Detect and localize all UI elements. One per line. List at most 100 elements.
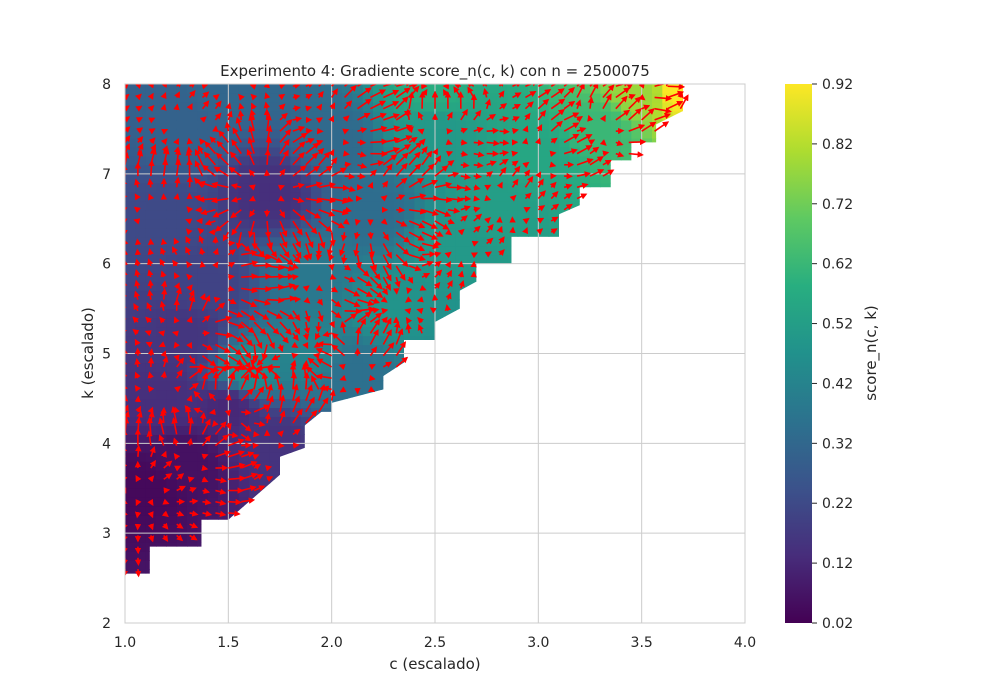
gradient-arrow [522,217,530,225]
heat-cell [497,254,508,265]
heat-cell [486,164,498,175]
heat-cell [311,92,322,103]
heat-cell [300,353,312,364]
heat-cell [424,155,436,166]
heat-cell [641,128,653,139]
heat-cell [145,488,157,498]
heat-cell [125,254,136,265]
heat-cell [228,434,240,444]
gradient-arrow [576,171,592,178]
heat-cell [280,353,291,364]
heat-cell [321,101,333,112]
gradient-arrow [331,332,346,346]
gradient-arrow [176,522,184,529]
heat-cell [652,101,663,112]
heat-cell [414,326,426,337]
heat-cell [259,227,271,238]
gradient-arrow [214,112,222,121]
gradient-arrow [395,162,408,177]
gradient-arrow [292,243,302,259]
heat-cell [269,380,281,391]
heat-cell [672,84,683,85]
heat-cell [218,281,229,292]
heat-cell [517,182,529,193]
heat-cell [528,110,539,121]
gradient-arrow [176,510,185,517]
gradient-arrow [173,354,180,362]
gradient-arrow [405,296,413,303]
heat-cell [197,488,209,498]
x-tick-label: 1.5 [217,635,239,651]
heat-cell [517,155,529,166]
heat-cell [548,92,560,103]
gradient-arrow [162,498,170,505]
gradient-arrow [404,308,412,315]
gradient-arrow [357,112,371,121]
heat-cell [125,164,136,175]
gradient-arrow [213,166,229,177]
heat-cell [745,425,756,435]
gradient-arrow [149,459,156,469]
heat-cell [290,407,302,417]
heat-cell [352,353,364,364]
gradient-arrow [214,365,228,379]
heat-cell [497,92,508,103]
heat-cell [455,218,467,229]
gradient-arrow [185,149,192,165]
x-tick-label: 3.5 [631,635,653,651]
heat-cell [290,173,302,184]
gradient-arrow [395,265,406,281]
heat-cell [579,92,591,103]
gradient-arrow [148,193,155,201]
gradient-arrow [447,160,455,167]
gradient-arrow [370,307,380,314]
heat-cell [176,200,188,211]
heat-cell [745,452,756,462]
heat-cell [311,272,322,283]
heat-cell [197,218,209,229]
heat-cell [383,191,395,202]
heat-cell [424,263,436,274]
heat-cell [745,506,756,516]
heat-cell [125,110,136,121]
gradient-arrow [249,109,256,121]
heat-cell [290,308,302,319]
gradient-arrow [305,165,321,177]
gradient-arrow [370,100,387,110]
heat-cell [125,362,136,373]
heat-cell [352,110,364,121]
gradient-arrow [279,394,286,413]
gradient-arrow [380,296,388,303]
heat-cell [218,371,229,382]
heat-cell [125,470,136,480]
heat-cell [548,84,560,94]
heat-cell [207,434,219,444]
gradient-arrow [173,103,180,111]
heat-cell [331,290,343,301]
heat-cell [528,84,539,94]
heat-cell [259,128,271,139]
heat-cell [166,155,178,166]
heat-cell [135,227,147,238]
gradient-arrow [147,258,154,267]
heat-cell [455,155,467,166]
heat-cell [486,84,498,94]
gradient-arrow [318,182,337,189]
heat-cell [745,156,756,166]
heat-cell [486,254,498,265]
gradient-arrow [228,273,235,281]
gradient-arrow [226,110,233,121]
heat-cell [280,407,291,417]
heat-cell [404,209,415,220]
heat-cell [342,101,353,112]
gradient-arrow [486,160,497,167]
heat-cell [435,119,446,130]
gradient-arrow [382,329,392,345]
heat-cell [269,344,281,355]
heat-cell [176,84,188,94]
heat-cell [269,245,281,256]
heat-cell [435,290,446,301]
gradient-arrow [214,434,230,447]
heat-cell [135,209,147,220]
gradient-arrow [383,136,401,144]
